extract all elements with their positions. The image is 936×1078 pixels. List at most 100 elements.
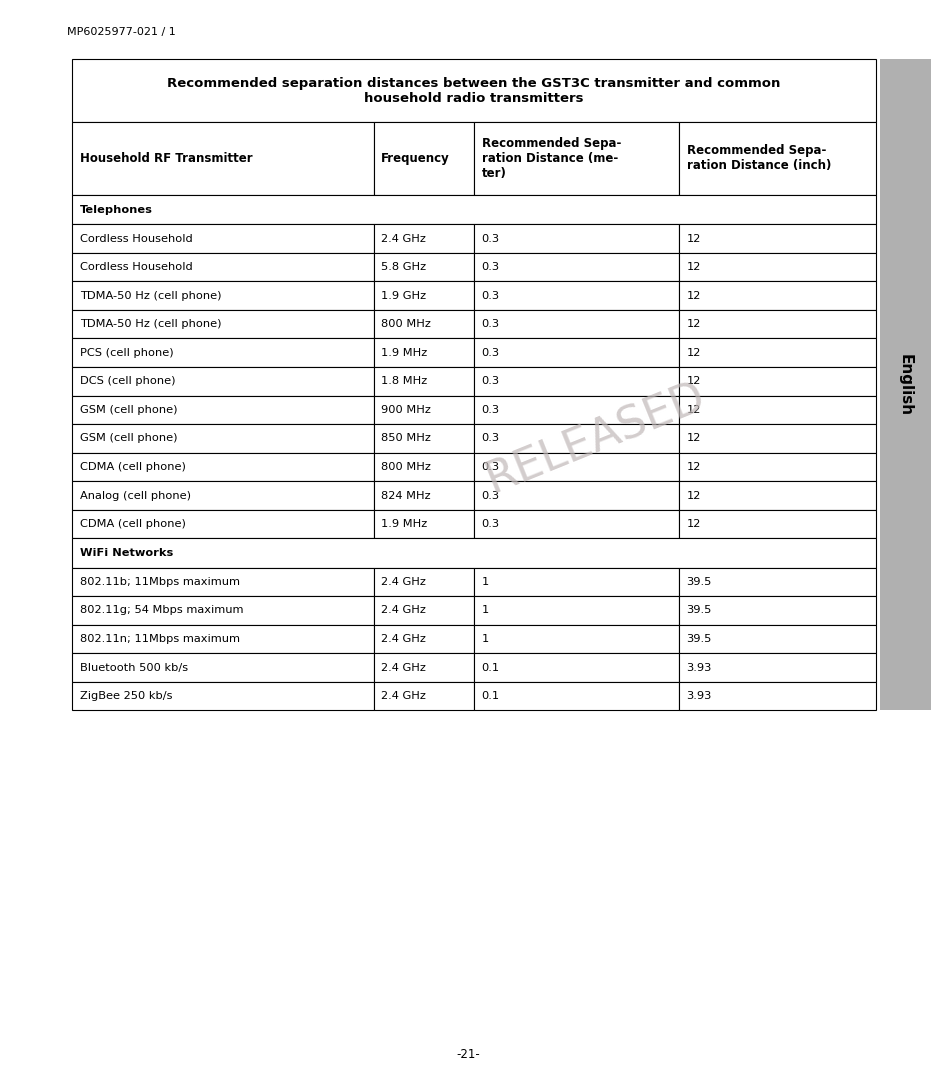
Text: 802.11b; 11Mbps maximum: 802.11b; 11Mbps maximum [80, 577, 240, 586]
Bar [679, 122, 875, 195]
Text: 2.4 GHz: 2.4 GHz [381, 663, 426, 673]
Bar [474, 510, 679, 538]
Bar [373, 281, 474, 310]
Text: CDMA (cell phone): CDMA (cell phone) [80, 520, 185, 529]
Bar [679, 510, 875, 538]
Bar [679, 281, 875, 310]
Bar [72, 310, 373, 338]
Bar [72, 253, 373, 281]
Text: 0.1: 0.1 [481, 691, 499, 701]
Text: 2.4 GHz: 2.4 GHz [381, 577, 426, 586]
Text: Analog (cell phone): Analog (cell phone) [80, 490, 190, 500]
Bar [72, 510, 373, 538]
Bar [72, 338, 373, 367]
Bar [373, 481, 474, 510]
Bar [373, 253, 474, 281]
Bar [474, 224, 679, 253]
Text: 1.9 MHz: 1.9 MHz [381, 520, 427, 529]
Bar [373, 338, 474, 367]
Bar [373, 567, 474, 596]
Text: 800 MHz: 800 MHz [381, 319, 431, 329]
Bar [679, 596, 875, 624]
Text: -21-: -21- [456, 1048, 480, 1061]
Text: Recommended separation distances between the GST3C transmitter and common
househ: Recommended separation distances between… [168, 77, 780, 105]
Text: 3.93: 3.93 [686, 691, 711, 701]
Text: TDMA-50 Hz (cell phone): TDMA-50 Hz (cell phone) [80, 319, 221, 329]
Text: 2.4 GHz: 2.4 GHz [381, 234, 426, 244]
Text: 800 MHz: 800 MHz [381, 462, 431, 472]
Text: 1: 1 [481, 606, 489, 616]
Bar [679, 653, 875, 681]
Bar [474, 596, 679, 624]
Text: MP6025977-021 / 1: MP6025977-021 / 1 [67, 27, 176, 38]
Text: 0.3: 0.3 [481, 291, 499, 301]
Text: 0.1: 0.1 [481, 663, 499, 673]
Text: 12: 12 [686, 376, 700, 386]
Text: 802.11n; 11Mbps maximum: 802.11n; 11Mbps maximum [80, 634, 240, 644]
Bar [72, 538, 875, 567]
Bar [679, 481, 875, 510]
Text: 5.8 GHz: 5.8 GHz [381, 262, 426, 272]
Bar [72, 367, 373, 396]
Text: 12: 12 [686, 520, 700, 529]
Text: 0.3: 0.3 [481, 234, 499, 244]
Text: 39.5: 39.5 [686, 634, 711, 644]
Bar [679, 424, 875, 453]
Bar [879, 59, 930, 710]
Bar [373, 367, 474, 396]
Bar [373, 510, 474, 538]
Bar [679, 338, 875, 367]
Text: English: English [897, 354, 913, 416]
Text: 12: 12 [686, 433, 700, 443]
Bar [679, 253, 875, 281]
Bar [474, 653, 679, 681]
Text: 850 MHz: 850 MHz [381, 433, 431, 443]
Bar [373, 424, 474, 453]
Text: Recommended Sepa-
ration Distance (me-
ter): Recommended Sepa- ration Distance (me- t… [481, 137, 621, 180]
Bar [679, 396, 875, 424]
Bar [474, 453, 679, 481]
Bar [72, 424, 373, 453]
Text: 12: 12 [686, 291, 700, 301]
Bar [474, 567, 679, 596]
Bar [373, 122, 474, 195]
Text: 802.11g; 54 Mbps maximum: 802.11g; 54 Mbps maximum [80, 606, 242, 616]
Text: Frequency: Frequency [381, 152, 449, 165]
Text: 12: 12 [686, 490, 700, 500]
Text: 39.5: 39.5 [686, 606, 711, 616]
Text: 1: 1 [481, 577, 489, 586]
Bar [373, 624, 474, 653]
Bar [72, 59, 875, 122]
Text: 1: 1 [481, 634, 489, 644]
Bar [373, 453, 474, 481]
Text: WiFi Networks: WiFi Networks [80, 548, 173, 558]
Bar [679, 310, 875, 338]
Text: GSM (cell phone): GSM (cell phone) [80, 433, 177, 443]
Bar [373, 224, 474, 253]
Text: 2.4 GHz: 2.4 GHz [381, 691, 426, 701]
Bar [474, 281, 679, 310]
Text: 2.4 GHz: 2.4 GHz [381, 634, 426, 644]
Text: 0.3: 0.3 [481, 405, 499, 415]
Bar [474, 624, 679, 653]
Text: DCS (cell phone): DCS (cell phone) [80, 376, 175, 386]
Text: 0.3: 0.3 [481, 490, 499, 500]
Bar [72, 481, 373, 510]
Text: 0.3: 0.3 [481, 462, 499, 472]
Bar [72, 122, 373, 195]
Bar [474, 122, 679, 195]
Text: 0.3: 0.3 [481, 348, 499, 358]
Bar [474, 396, 679, 424]
Bar [679, 224, 875, 253]
Bar [72, 195, 875, 224]
Bar [679, 453, 875, 481]
Bar [679, 624, 875, 653]
Text: Recommended Sepa-
ration Distance (inch): Recommended Sepa- ration Distance (inch) [686, 144, 830, 172]
Text: 1.8 MHz: 1.8 MHz [381, 376, 427, 386]
Text: 824 MHz: 824 MHz [381, 490, 431, 500]
Bar [72, 567, 373, 596]
Text: CDMA (cell phone): CDMA (cell phone) [80, 462, 185, 472]
Bar [72, 224, 373, 253]
Bar [373, 396, 474, 424]
Bar [679, 567, 875, 596]
